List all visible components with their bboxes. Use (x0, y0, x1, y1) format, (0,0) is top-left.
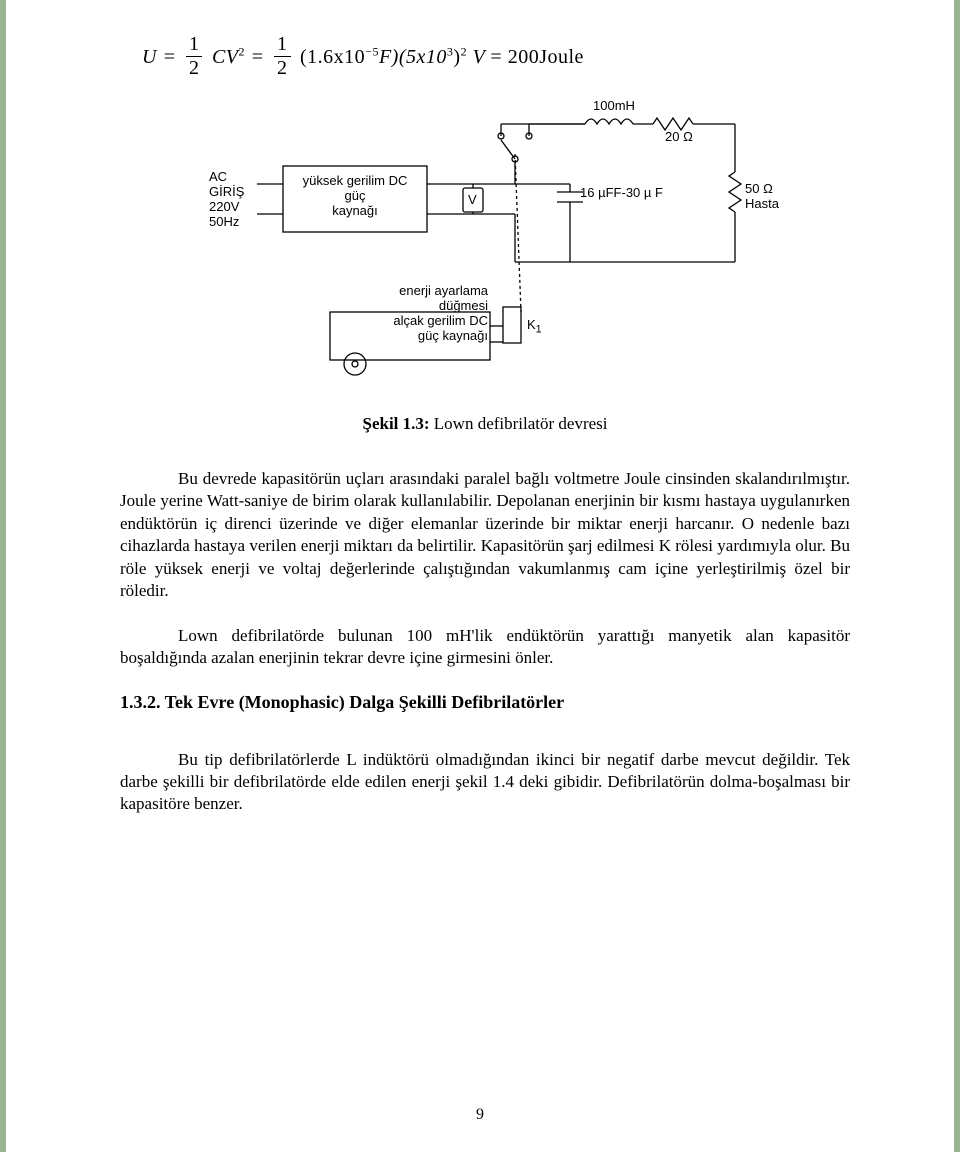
lbl-hv-source: yüksek gerilim DC güç kaynağı (289, 174, 421, 219)
circuit-diagram: 100mH 20 Ω AC GİRİŞ 220V 50Hz yüksek ger… (205, 102, 765, 392)
page-number: 9 (0, 1106, 960, 1124)
eqn-U: U (142, 46, 157, 68)
paragraph-1: Bu devrede kapasitörün uçları arasındaki… (120, 468, 850, 603)
lbl-ac-input: AC GİRİŞ 220V 50Hz (209, 170, 244, 230)
eqn-CV: CV (212, 46, 239, 68)
eqn-V: V (473, 46, 485, 68)
eqn-eq1: = (162, 46, 176, 68)
right-border (954, 0, 960, 1152)
eqn-frac2: 1 2 (274, 33, 291, 80)
caption-text: Lown defibrilatör devresi (430, 414, 608, 433)
figure-caption: Şekil 1.3: Lown defibrilatör devresi (120, 414, 850, 434)
caption-label: Şekil 1.3: (362, 414, 429, 433)
eqn-p3: ) (453, 46, 460, 68)
circuit-svg (205, 102, 765, 392)
lbl-capacitor: 16 µFF-30 µ F (580, 186, 663, 201)
paragraph-3: Bu tip defibrilatörlerde L indüktörü olm… (120, 749, 850, 816)
lbl-inductor: 100mH (593, 99, 635, 114)
eqn-frac1: 1 2 (186, 33, 203, 80)
paragraph-2: Lown defibrilatörde bulunan 100 mH'lik e… (120, 625, 850, 670)
lbl-load: 50 Ω Hasta (745, 182, 779, 212)
energy-equation: U = 1 2 CV2 = 1 2 (1.6x10−5F)(5x103)2 V … (142, 35, 850, 82)
lbl-r20: 20 Ω (665, 130, 693, 145)
left-border (0, 0, 6, 1152)
lbl-voltmeter: V (468, 193, 477, 208)
lbl-adjust: enerji ayarlama düğmesi alçak gerilim DC… (333, 284, 488, 344)
eqn-result: = 200Joule (490, 46, 584, 68)
page: U = 1 2 CV2 = 1 2 (1.6x10−5F)(5x103)2 V … (0, 0, 960, 1152)
section-heading: 1.3.2. Tek Evre (Monophasic) Dalga Şekil… (120, 692, 850, 713)
content-area: U = 1 2 CV2 = 1 2 (1.6x10−5F)(5x103)2 V … (120, 10, 850, 838)
eqn-eq2: = (251, 46, 265, 68)
eqn-p1: (1.6x10 (300, 46, 365, 68)
lbl-k1: K1 (527, 318, 542, 336)
eqn-p2: F)(5x10 (379, 46, 447, 68)
